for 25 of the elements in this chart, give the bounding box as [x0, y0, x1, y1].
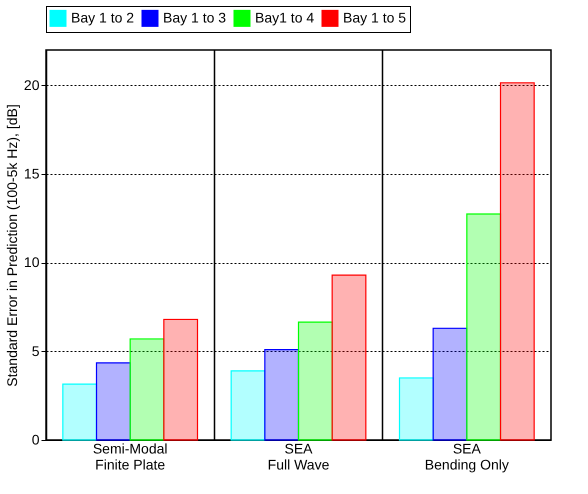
- bar: [398, 377, 434, 441]
- bar: [298, 322, 333, 441]
- bar: [163, 318, 198, 441]
- legend-label: Bay 1 to 5: [343, 9, 406, 26]
- bar: [432, 328, 468, 441]
- y-axis-title: Standard Error in Prediction (100-5k Hz), [dB]: [4, 104, 20, 387]
- bar: [264, 348, 300, 441]
- y-tick-label: 15: [24, 166, 40, 182]
- bar: [500, 82, 535, 441]
- y-tick-label: 10: [24, 254, 40, 270]
- legend-label: Bay 1 to 3: [163, 9, 226, 26]
- x-tick-label: SEA Full Wave: [268, 440, 330, 472]
- legend-label: Bay1 to 4: [255, 9, 314, 26]
- y-tick-label: 20: [24, 76, 40, 93]
- bar: [62, 384, 98, 441]
- y-tick-label: 5: [32, 342, 40, 359]
- y-tick-label: 0: [32, 432, 40, 448]
- x-tick-label: Semi-Modal Finite Plate: [92, 440, 168, 472]
- legend-label: Bay 1 to 2: [71, 9, 134, 26]
- bar: [96, 362, 131, 441]
- bar: [332, 274, 366, 441]
- bar: [130, 338, 164, 441]
- x-tick-label: SEA Bending Only: [424, 440, 509, 472]
- bar: [230, 370, 266, 441]
- bar: [466, 213, 502, 441]
